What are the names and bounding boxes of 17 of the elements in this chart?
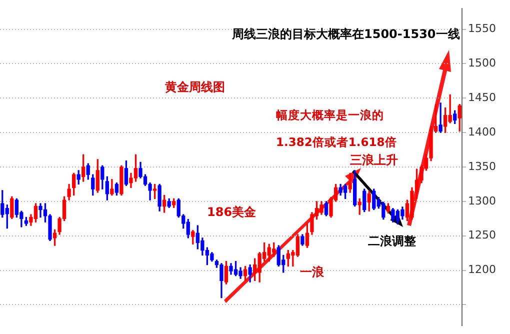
y-tick-label: 1300 — [468, 194, 496, 208]
annotation: 周线三浪的目标大概率在1500-1530一线 — [232, 27, 460, 41]
annotation: 三浪上升 — [350, 153, 398, 167]
y-tick-label: 1350 — [468, 160, 496, 173]
annotation: 186美金 — [207, 205, 256, 219]
y-tick-label: 1500 — [468, 56, 496, 70]
annotation: 二浪调整 — [368, 234, 416, 248]
y-tick-label: 1250 — [468, 228, 496, 242]
y-tick-label: 1400 — [468, 125, 496, 138]
y-tick-label: 1550 — [468, 22, 496, 36]
annotation: 一浪 — [300, 265, 324, 279]
annotation: 1.382倍或者1.618倍 — [276, 135, 397, 149]
candlestick — [438, 102, 442, 133]
annotation: 幅度大概率是一浪的 — [276, 108, 384, 122]
text: 黄金周线图 — [165, 80, 225, 94]
y-tick-label: 1200 — [468, 263, 496, 276]
y-tick-label: 1450 — [468, 90, 496, 104]
